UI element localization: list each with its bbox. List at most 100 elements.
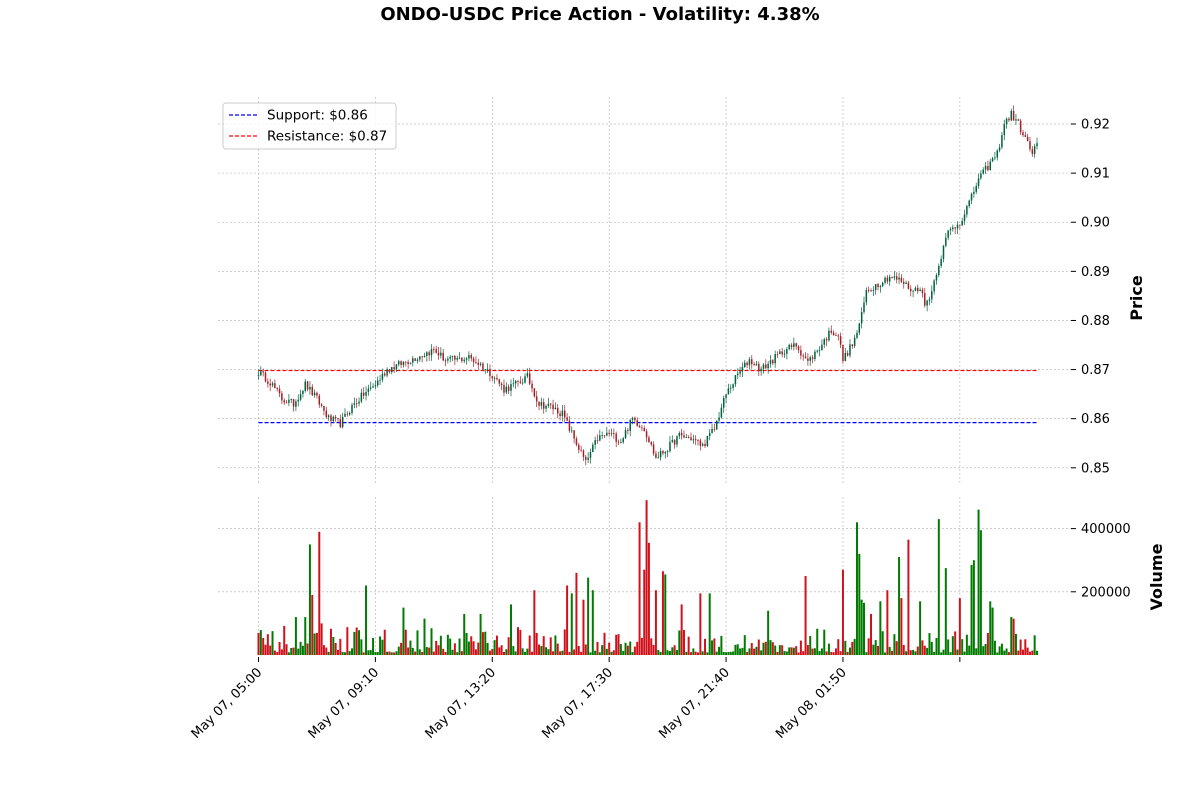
legend-label-resistance: Resistance: $0.87: [267, 129, 387, 145]
volume-bar: [367, 650, 370, 655]
volume-bar: [783, 651, 786, 655]
candle-body: [673, 439, 676, 445]
volume-bar: [1017, 650, 1020, 655]
volume-bar: [711, 640, 714, 655]
candle-body: [568, 420, 571, 431]
volume-bar: [818, 651, 821, 655]
volume-bar: [594, 650, 597, 655]
volume-bar: [788, 647, 791, 655]
grid-lines: [218, 97, 1071, 655]
candle-body: [566, 417, 568, 421]
candle-body: [521, 382, 524, 384]
volume-bar: [545, 647, 548, 655]
candle-body: [615, 433, 617, 442]
candle-body: [966, 205, 968, 215]
volume-bar: [652, 644, 655, 655]
volume-bar: [365, 585, 368, 655]
volume-bar: [879, 601, 882, 655]
candle-body: [559, 413, 561, 417]
volume-bar: [624, 642, 627, 655]
volume-bar: [942, 649, 945, 655]
candle-body: [931, 291, 933, 300]
volume-bar: [965, 634, 968, 655]
volume-bar: [259, 630, 262, 655]
candle-body: [888, 276, 891, 282]
volume-bar: [393, 652, 396, 655]
candle-body: [715, 420, 718, 430]
candle-body: [519, 381, 522, 383]
candle-body: [341, 416, 344, 428]
candle-body: [645, 431, 648, 438]
volume-bar: [863, 602, 865, 655]
volume-bar: [435, 640, 438, 655]
candle-body: [809, 357, 811, 361]
volume-bar: [549, 637, 552, 655]
volume-bar: [257, 632, 260, 655]
candle-body: [580, 449, 582, 451]
candle-body: [818, 350, 821, 351]
candle-body: [479, 363, 482, 365]
candle-body: [257, 375, 260, 377]
candle-body: [440, 352, 442, 356]
candle-body: [804, 356, 807, 359]
volume-bar: [633, 646, 636, 655]
candle-body: [556, 407, 559, 414]
volume-bar: [961, 639, 964, 655]
candle-body: [830, 330, 833, 333]
candle-body: [741, 367, 744, 372]
candle-body: [624, 430, 627, 439]
volume-bar: [940, 652, 943, 655]
candle-body: [912, 290, 914, 292]
volume-bar: [456, 652, 459, 655]
candle-body: [846, 353, 849, 356]
candle-body: [928, 299, 931, 301]
volume-bar: [390, 652, 393, 655]
volume-bar: [509, 604, 512, 655]
volume-bar: [329, 628, 332, 655]
volume-bar: [645, 500, 648, 655]
volume-bar: [1019, 639, 1022, 655]
candle-body: [734, 375, 737, 385]
candle-body: [512, 383, 515, 385]
volume-bar: [825, 651, 828, 655]
candle-body: [935, 274, 938, 281]
candle-body: [765, 364, 767, 369]
candle-body: [311, 386, 314, 396]
volume-bar: [495, 635, 498, 655]
price-tick-label: 0.88: [1081, 314, 1110, 329]
candle-body: [662, 451, 664, 454]
candle-body: [671, 439, 674, 442]
volume-bar: [524, 652, 527, 655]
volume-bar: [304, 617, 307, 655]
candle-body: [690, 437, 692, 441]
candle-body: [648, 437, 650, 443]
volume-bar: [720, 635, 723, 655]
volume-bar: [421, 651, 424, 655]
price-tick-label: 0.90: [1081, 216, 1110, 231]
candle-body: [533, 388, 536, 397]
volume-bar: [566, 585, 569, 655]
volume-bar: [463, 613, 466, 655]
candle-body: [655, 453, 657, 458]
volume-tick-label: 200000: [1081, 585, 1131, 600]
candle-body: [954, 227, 956, 229]
volume-bar: [673, 645, 676, 655]
volume-bar: [388, 651, 391, 655]
volume-bar: [416, 630, 419, 655]
volume-bar: [404, 629, 407, 655]
candle-body: [278, 388, 281, 394]
volume-bar: [958, 598, 961, 655]
volume-bar: [755, 646, 758, 655]
volume-bar: [659, 651, 662, 655]
candle-body: [973, 191, 975, 194]
volume-axis-label: Volume: [1147, 543, 1166, 610]
candle-body: [283, 400, 285, 403]
candle-body: [863, 302, 865, 312]
volume-bar: [848, 647, 851, 655]
volume-bar: [283, 625, 286, 655]
volume-bar: [554, 635, 557, 655]
candle-body: [367, 388, 370, 392]
candle-body: [872, 290, 875, 291]
price-tick-label: 0.92: [1081, 118, 1110, 133]
volume-bar: [430, 628, 433, 655]
